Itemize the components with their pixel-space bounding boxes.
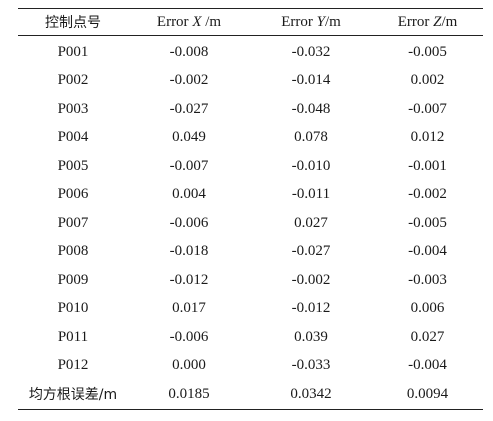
- cell-error-y: 0.078: [294, 129, 328, 146]
- cell-error-x: -0.027: [169, 100, 209, 117]
- cell-error-z: -0.001: [408, 157, 447, 174]
- cell-error-y: -0.048: [291, 100, 331, 117]
- table-row: P009 -0.012 -0.002 -0.003: [18, 266, 483, 295]
- cell-error-y: -0.033: [291, 357, 331, 374]
- cell-point: P001: [57, 43, 89, 60]
- header-error-x-var: X: [192, 13, 202, 30]
- cell-error-z: -0.002: [408, 186, 447, 203]
- cell-error-z: -0.004: [408, 243, 447, 260]
- cell-error-x: -0.007: [169, 157, 209, 174]
- header-error-y: Error Y/m: [250, 9, 372, 36]
- header-error-y-var: Y: [316, 13, 325, 30]
- cell-point: P007: [57, 214, 89, 231]
- cell-error-x: 0.000: [172, 357, 206, 374]
- cell-error-x: -0.006: [169, 214, 209, 231]
- header-error-x-unit: /m: [201, 13, 222, 30]
- cell-error-x: -0.012: [169, 271, 209, 288]
- cell-error-x: -0.018: [169, 243, 209, 260]
- cell-error-z: -0.003: [408, 271, 447, 288]
- rms-label: 均方根误差/m: [28, 387, 118, 404]
- header-row: 控制点号 Error X /m Error Y/m Error Z/m: [18, 8, 483, 36]
- cell-point: P002: [57, 72, 89, 89]
- header-error-z-prefix: Error: [397, 13, 434, 30]
- cell-point: P005: [57, 157, 89, 174]
- cell-error-x: 0.017: [172, 300, 206, 317]
- control-point-error-table: 控制点号 Error X /m Error Y/m Error Z/m P001…: [18, 8, 483, 410]
- table-row: P001 -0.008 -0.032 -0.005: [18, 36, 483, 67]
- table-row: P002 -0.002 -0.014 0.002: [18, 67, 483, 96]
- table-row: P007 -0.006 0.027 -0.005: [18, 209, 483, 238]
- cell-point: P004: [57, 129, 89, 146]
- header-error-z: Error Z/m: [372, 9, 483, 36]
- cell-error-z: -0.007: [408, 100, 447, 117]
- cell-error-y: -0.002: [291, 271, 331, 288]
- cell-error-z: 0.006: [410, 300, 445, 317]
- header-error-x-prefix: Error: [156, 13, 193, 30]
- cell-error-y: 0.039: [294, 328, 328, 345]
- cell-point: P012: [57, 357, 89, 374]
- cell-point: P011: [57, 328, 89, 345]
- header-error-z-var: Z: [433, 13, 442, 30]
- table-row: P003 -0.027 -0.048 -0.007: [18, 95, 483, 124]
- cell-error-z: 0.002: [410, 72, 445, 89]
- cell-error-x: -0.002: [169, 72, 209, 89]
- cell-error-y: -0.014: [291, 72, 331, 89]
- cell-point: P009: [57, 271, 89, 288]
- cell-error-x: -0.006: [169, 328, 209, 345]
- rms-error-z: 0.0094: [406, 385, 449, 402]
- header-control-point: 控制点号: [45, 15, 101, 31]
- cell-error-y: -0.032: [291, 43, 331, 60]
- table-row: P004 0.049 0.078 0.012: [18, 124, 483, 153]
- cell-point: P006: [57, 186, 89, 203]
- cell-error-z: 0.012: [410, 129, 445, 146]
- table-row: P006 0.004 -0.011 -0.002: [18, 181, 483, 210]
- header-error-x: Error X /m: [128, 9, 250, 36]
- cell-error-x: -0.008: [169, 43, 209, 60]
- cell-error-x: 0.004: [172, 186, 206, 203]
- table-header: 控制点号 Error X /m Error Y/m Error Z/m: [18, 8, 483, 36]
- error-table-container: 控制点号 Error X /m Error Y/m Error Z/m P001…: [18, 8, 483, 410]
- cell-error-y: -0.012: [291, 300, 331, 317]
- cell-error-y: -0.010: [291, 157, 331, 174]
- cell-error-y: -0.027: [291, 243, 331, 260]
- cell-error-y: -0.011: [291, 186, 331, 203]
- rms-row: 均方根误差/m 0.0185 0.0342 0.0094: [18, 380, 483, 409]
- header-error-z-unit: /m: [441, 13, 458, 30]
- table-body: P001 -0.008 -0.032 -0.005 P002 -0.002 -0…: [18, 36, 483, 409]
- header-error-y-prefix: Error: [281, 13, 317, 30]
- cell-point: P008: [57, 243, 89, 260]
- rms-error-x: 0.0185: [168, 385, 210, 402]
- cell-error-y: 0.027: [294, 214, 328, 231]
- cell-error-x: 0.049: [172, 129, 206, 146]
- header-error-y-unit: /m: [324, 13, 341, 30]
- rms-error-y: 0.0342: [290, 385, 332, 402]
- cell-error-z: -0.005: [408, 214, 447, 231]
- cell-point: P010: [57, 300, 89, 317]
- table-row: P010 0.017 -0.012 0.006: [18, 295, 483, 324]
- cell-error-z: -0.005: [408, 43, 447, 60]
- table-row: P011 -0.006 0.039 0.027: [18, 323, 483, 352]
- table-row: P008 -0.018 -0.027 -0.004: [18, 238, 483, 267]
- table-row: P005 -0.007 -0.010 -0.001: [18, 152, 483, 181]
- cell-point: P003: [57, 100, 89, 117]
- cell-error-z: -0.004: [408, 357, 447, 374]
- table-row: P012 0.000 -0.033 -0.004: [18, 352, 483, 381]
- cell-error-z: 0.027: [410, 328, 445, 345]
